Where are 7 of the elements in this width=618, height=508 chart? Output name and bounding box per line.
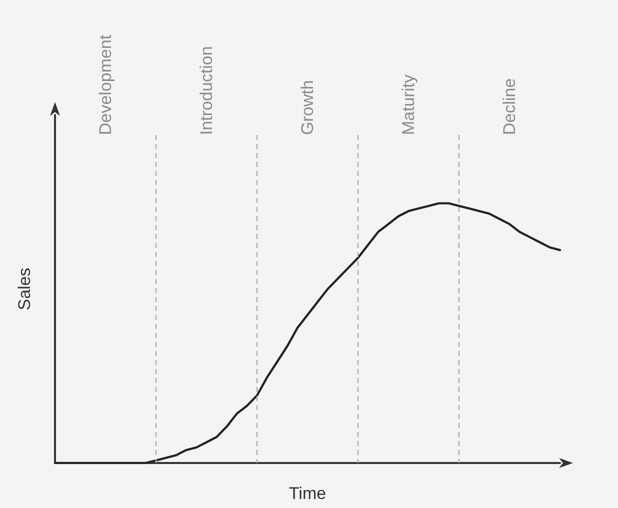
text: Development xyxy=(96,34,115,135)
text: Growth xyxy=(298,80,317,135)
text: Introduction xyxy=(197,46,216,135)
x-axis-title: Time xyxy=(288,484,326,503)
y-axis-title: Sales xyxy=(15,268,34,310)
text: Decline xyxy=(500,78,519,135)
text: Maturity xyxy=(399,74,418,135)
